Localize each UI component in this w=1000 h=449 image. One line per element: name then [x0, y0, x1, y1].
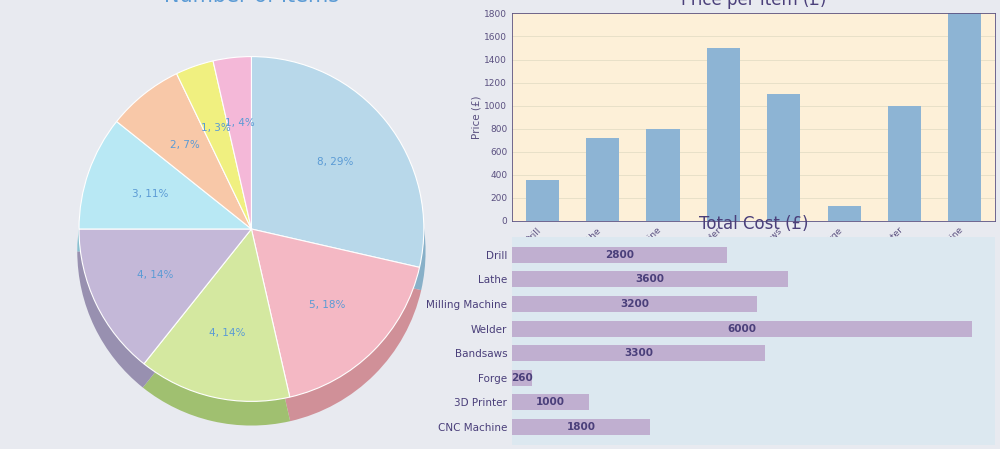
- Wedge shape: [251, 229, 420, 397]
- Title: Number of Items: Number of Items: [164, 0, 339, 6]
- Wedge shape: [77, 143, 251, 251]
- Title: Total Cost (£): Total Cost (£): [699, 215, 808, 233]
- Text: 2, 7%: 2, 7%: [170, 141, 200, 150]
- Bar: [512, 296, 757, 312]
- Bar: [526, 180, 559, 221]
- Bar: [888, 106, 921, 221]
- Bar: [512, 370, 532, 386]
- Wedge shape: [77, 251, 251, 387]
- Text: 4, 14%: 4, 14%: [137, 270, 173, 280]
- Bar: [512, 321, 972, 337]
- Bar: [512, 419, 650, 435]
- Text: 2800: 2800: [605, 250, 634, 260]
- Bar: [828, 206, 861, 221]
- Text: 260: 260: [511, 373, 533, 383]
- Text: 3, 11%: 3, 11%: [132, 189, 169, 199]
- Text: 3600: 3600: [636, 274, 665, 284]
- Text: 1000: 1000: [536, 397, 565, 407]
- Wedge shape: [176, 82, 251, 251]
- Text: 6000: 6000: [728, 324, 757, 334]
- Title: Price per Item (£): Price per Item (£): [681, 0, 826, 9]
- Wedge shape: [177, 61, 251, 229]
- Bar: [707, 48, 740, 221]
- Wedge shape: [251, 251, 421, 421]
- Wedge shape: [213, 77, 251, 251]
- Text: 1, 4%: 1, 4%: [225, 118, 254, 128]
- Bar: [767, 94, 800, 221]
- Wedge shape: [115, 94, 251, 251]
- Bar: [512, 247, 727, 263]
- Bar: [512, 395, 589, 410]
- Bar: [586, 138, 619, 221]
- Bar: [512, 345, 765, 361]
- Wedge shape: [143, 251, 290, 426]
- Wedge shape: [117, 74, 251, 229]
- Text: 3200: 3200: [620, 299, 649, 309]
- Bar: [512, 271, 788, 287]
- Bar: [646, 128, 680, 221]
- Text: 3300: 3300: [624, 348, 653, 358]
- Text: 1, 3%: 1, 3%: [201, 123, 231, 133]
- Text: 4, 14%: 4, 14%: [209, 328, 246, 338]
- Text: 8, 29%: 8, 29%: [317, 157, 353, 167]
- Bar: [948, 13, 981, 221]
- Text: 1800: 1800: [567, 422, 596, 432]
- Wedge shape: [79, 229, 251, 364]
- Wedge shape: [251, 57, 424, 267]
- Wedge shape: [251, 77, 426, 290]
- Wedge shape: [213, 57, 251, 229]
- Wedge shape: [144, 229, 290, 401]
- Text: 5, 18%: 5, 18%: [309, 299, 345, 309]
- Wedge shape: [79, 122, 251, 229]
- Y-axis label: Price (£): Price (£): [472, 95, 482, 139]
